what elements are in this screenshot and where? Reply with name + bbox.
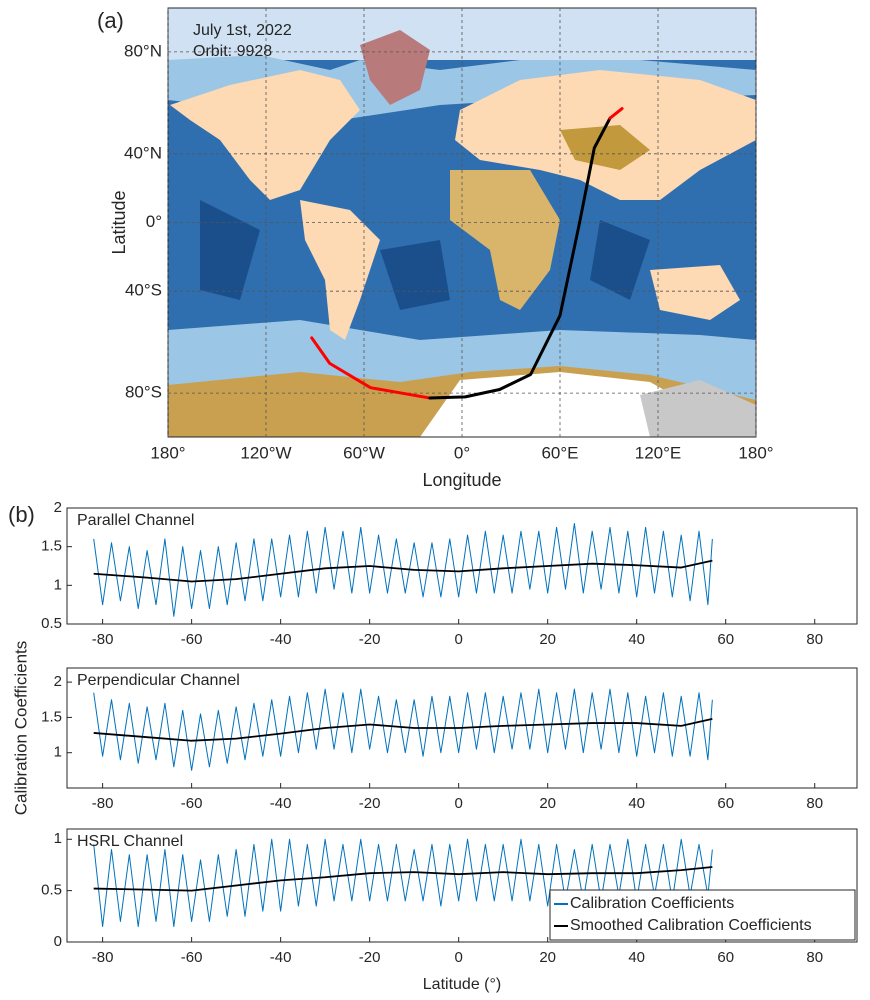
legend-box xyxy=(549,889,856,941)
x-tick-label: 120°W xyxy=(240,443,291,462)
y-axis-label: Latitude xyxy=(109,190,129,254)
x-tick-label: 0 xyxy=(454,949,462,966)
x-axis-label: Latitude (°) xyxy=(423,976,501,993)
y-tick-label: 0° xyxy=(146,212,162,231)
x-tick-label: 120°E xyxy=(635,443,682,462)
x-tick-label: -80 xyxy=(92,631,114,648)
x-axis-label: Longitude xyxy=(422,470,501,490)
y-axis-label: Calibration Coefficients xyxy=(11,641,30,816)
map-background xyxy=(168,8,756,437)
x-tick-label: 20 xyxy=(539,795,556,812)
x-tick-label: 60 xyxy=(717,949,734,966)
x-tick-label: 80 xyxy=(806,795,823,812)
x-tick-label: -80 xyxy=(92,795,114,812)
y-tick-label: 1.5 xyxy=(41,708,62,725)
plot-layer: 180° 120°W 60°W 0° 60°E 120°E 180° 80°S 40°S 0° 40… xyxy=(8,8,858,993)
panel-label: (a) xyxy=(97,8,124,33)
x-tick-label: 40 xyxy=(628,795,645,812)
legend-label: Smoothed Calibration Coefficients xyxy=(570,917,812,934)
x-tick-label: -20 xyxy=(359,631,381,648)
x-tick-label: -60 xyxy=(181,949,203,966)
legend-label: Calibration Coefficients xyxy=(570,895,734,912)
x-tick-label: 0 xyxy=(454,795,462,812)
y-tick-label: 0.5 xyxy=(41,882,62,899)
y-tick-label: 40°N xyxy=(124,143,162,162)
annotation: July 1st, 2022 xyxy=(193,22,292,39)
series-line xyxy=(93,688,713,771)
x-tick-label: 80 xyxy=(806,631,823,648)
x-tick-label: -80 xyxy=(92,949,114,966)
x-tick-label: 180° xyxy=(150,443,185,462)
y-tick-label: 1 xyxy=(54,830,62,847)
x-tick-label: 60°W xyxy=(343,443,385,462)
y-tick-label: 80°N xyxy=(124,41,162,60)
track-line xyxy=(428,116,612,400)
x-tick-label: 80 xyxy=(806,949,823,966)
x-tick-label: 20 xyxy=(539,949,556,966)
channel-title: Perpendicular Channel xyxy=(77,672,240,689)
series-line xyxy=(93,838,713,928)
x-tick-label: 60 xyxy=(717,631,734,648)
x-tick-label: 0 xyxy=(454,631,462,648)
y-tick-label: 2 xyxy=(54,673,62,690)
y-tick-label: 80°S xyxy=(125,383,162,402)
annotation: Orbit: 9928 xyxy=(193,43,272,60)
x-tick-label: -20 xyxy=(359,795,381,812)
x-tick-label: 60°E xyxy=(541,443,578,462)
y-tick-label: 2 xyxy=(54,499,62,516)
y-tick-label: 40°S xyxy=(125,281,162,300)
x-tick-label: 60 xyxy=(717,795,734,812)
y-tick-label: 1 xyxy=(54,576,62,593)
series-line xyxy=(93,717,713,742)
series-line xyxy=(93,522,713,617)
series-line xyxy=(93,866,713,892)
y-tick-label: 0.5 xyxy=(41,615,62,632)
axes-frame xyxy=(66,507,858,625)
channel-title: Parallel Channel xyxy=(77,512,194,529)
x-tick-label: -20 xyxy=(359,949,381,966)
y-tick-label: 0 xyxy=(54,933,62,950)
x-tick-label: 40 xyxy=(628,631,645,648)
x-tick-label: -40 xyxy=(270,949,292,966)
x-tick-label: -40 xyxy=(270,795,292,812)
x-tick-label: 0° xyxy=(454,443,470,462)
axes-frame xyxy=(66,828,858,943)
y-tick-label: 1.5 xyxy=(41,538,62,555)
panel-label: (b) xyxy=(8,502,35,527)
series-line xyxy=(93,559,713,583)
track-line xyxy=(608,107,624,120)
x-tick-label: 180° xyxy=(738,443,773,462)
y-tick-label: 1 xyxy=(54,744,62,761)
x-tick-label: 40 xyxy=(628,949,645,966)
channel-title: HSRL Channel xyxy=(77,833,183,850)
x-tick-label: 20 xyxy=(539,631,556,648)
x-tick-label: -60 xyxy=(181,631,203,648)
x-tick-label: -40 xyxy=(270,631,292,648)
track-line xyxy=(310,336,432,400)
x-tick-label: -60 xyxy=(181,795,203,812)
